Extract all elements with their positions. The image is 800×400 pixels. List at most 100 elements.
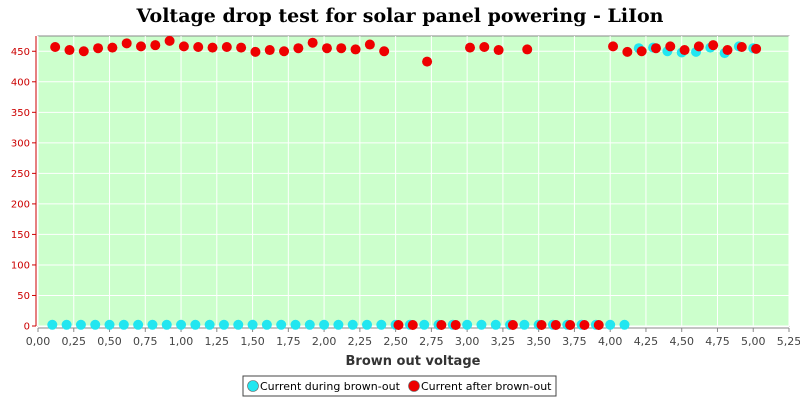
y-tick-label: 350	[11, 108, 30, 119]
x-axis-ticks: 0,00 0,25 0,50 0,75 1,00 1,25 1,50 1,75 2,00 2,25…	[26, 328, 800, 348]
x-tick-label: 1,25	[205, 335, 230, 348]
y-tick-label: 250	[11, 169, 30, 180]
x-tick-label: 4,50	[669, 335, 694, 348]
data-point-current-after	[379, 46, 390, 57]
y-tick-label: 150	[11, 230, 30, 241]
data-point-current-after	[93, 43, 104, 54]
data-point-current-during	[619, 319, 630, 330]
data-point-current-during	[104, 319, 115, 330]
data-point-current-after	[465, 42, 476, 53]
data-point-current-during	[261, 319, 272, 330]
x-tick-label: 3,75	[562, 335, 587, 348]
data-point-current-during	[204, 319, 215, 330]
data-point-current-after	[636, 46, 647, 57]
series-current-after-brown-out	[50, 35, 762, 330]
data-point-current-during	[376, 319, 387, 330]
data-point-current-during	[290, 319, 301, 330]
data-point-current-during	[133, 319, 144, 330]
data-point-current-during	[47, 319, 58, 330]
data-point-current-after	[178, 41, 189, 52]
data-point-current-after	[693, 41, 704, 52]
data-point-current-after	[622, 46, 633, 57]
data-point-current-after	[293, 43, 304, 54]
x-tick-label: 1,00	[169, 335, 194, 348]
x-tick-label: 0,75	[133, 335, 158, 348]
plot-area	[37, 35, 790, 327]
data-point-current-during	[276, 319, 287, 330]
x-tick-label: 3,25	[491, 335, 516, 348]
data-point-current-during	[605, 319, 616, 330]
y-tick-label: 100	[11, 260, 30, 271]
y-tick-label: 200	[11, 199, 30, 210]
data-point-current-after	[565, 320, 576, 330]
data-point-current-during	[161, 319, 172, 330]
data-point-current-during	[176, 319, 187, 330]
data-point-current-during	[362, 319, 373, 330]
data-point-current-after	[64, 45, 75, 56]
data-point-current-after	[579, 320, 590, 330]
data-point-current-during	[319, 319, 330, 330]
data-point-current-after	[350, 44, 361, 55]
y-axis-ticks: 0 50 100 150 200 250 300 350 400 450	[11, 47, 36, 333]
legend-label-current-after: Current after brown-out	[421, 380, 552, 393]
x-tick-label: 4,25	[634, 335, 659, 348]
x-tick-label: 1,75	[276, 335, 301, 348]
data-point-current-after	[479, 41, 490, 52]
x-tick-label: 2,25	[348, 335, 373, 348]
data-point-current-after	[321, 43, 332, 54]
x-tick-label: 3,00	[455, 335, 480, 348]
legend-label-current-during: Current during brown-out	[260, 380, 401, 393]
data-point-current-after	[393, 320, 404, 330]
data-point-current-after	[507, 320, 518, 330]
data-point-current-after	[121, 38, 132, 49]
data-point-current-after	[722, 45, 733, 56]
x-tick-label: 5,00	[741, 335, 766, 348]
data-point-current-during	[190, 319, 201, 330]
data-point-current-after	[679, 45, 690, 56]
x-tick-label: 2,50	[383, 335, 408, 348]
data-point-current-during	[233, 319, 244, 330]
x-tick-label: 2,00	[312, 335, 337, 348]
data-point-current-after	[264, 45, 275, 56]
data-point-current-after	[279, 46, 290, 57]
data-point-current-after	[135, 41, 146, 52]
data-point-current-after	[78, 46, 89, 57]
data-point-current-after	[150, 40, 161, 51]
chart-title: Voltage drop test for solar panel poweri…	[136, 5, 664, 27]
x-tick-label: 0,25	[62, 335, 87, 348]
data-point-current-after	[193, 41, 204, 52]
data-point-current-after	[407, 320, 418, 330]
x-tick-label: 5,25	[777, 335, 800, 348]
y-tick-label: 450	[11, 47, 30, 58]
data-point-current-during	[147, 319, 158, 330]
x-tick-label: 3,50	[526, 335, 551, 348]
data-point-current-during	[75, 319, 86, 330]
data-point-current-after	[550, 320, 561, 330]
data-point-current-after	[736, 41, 747, 52]
data-point-current-after	[422, 56, 433, 67]
data-point-current-after	[164, 35, 175, 46]
x-tick-label: 4,00	[598, 335, 623, 348]
grid-lines	[37, 36, 790, 327]
data-point-current-during	[490, 319, 501, 330]
data-point-current-during	[118, 319, 129, 330]
data-point-current-after	[107, 42, 118, 53]
data-point-current-during	[218, 319, 229, 330]
data-point-current-after	[536, 320, 547, 330]
legend: Current during brown-out Current after b…	[242, 375, 557, 397]
y-tick-label: 300	[11, 138, 30, 149]
data-point-current-during	[462, 319, 473, 330]
data-point-current-after	[221, 41, 232, 52]
data-point-current-during	[333, 319, 344, 330]
data-point-current-after	[364, 39, 375, 50]
data-point-current-after	[450, 320, 461, 330]
data-point-current-after	[50, 41, 61, 52]
data-point-current-after	[593, 320, 604, 330]
data-point-current-during	[304, 319, 315, 330]
data-point-current-during	[476, 319, 487, 330]
y-tick-label: 0	[24, 322, 30, 333]
x-tick-label: 0,00	[26, 335, 51, 348]
x-tick-label: 4,75	[705, 335, 730, 348]
data-point-current-after	[665, 41, 676, 52]
